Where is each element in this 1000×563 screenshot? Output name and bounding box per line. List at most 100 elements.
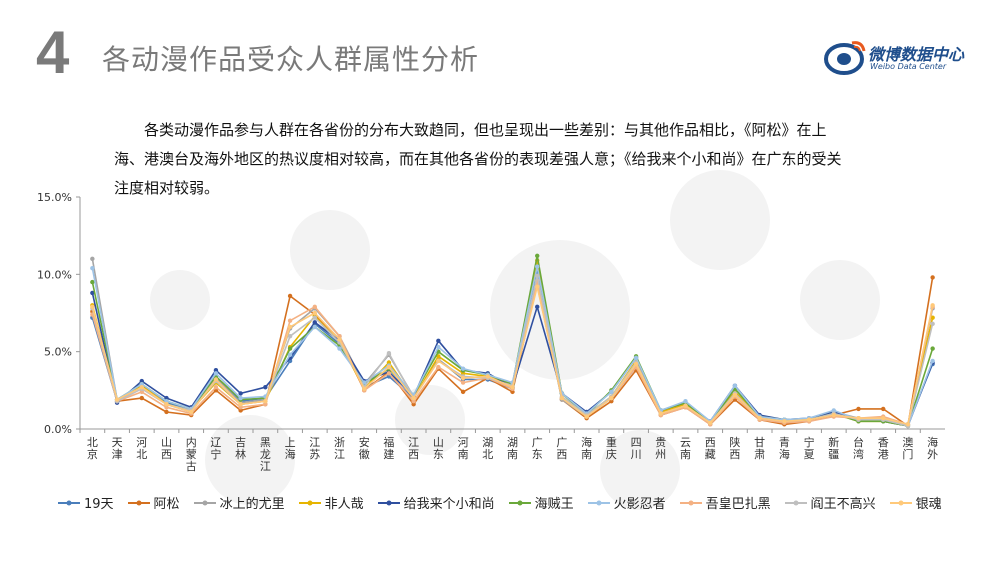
data-point (263, 385, 268, 390)
data-point (114, 397, 120, 402)
legend-swatch (127, 500, 150, 505)
data-point (362, 386, 367, 391)
x-tick-label: 贵州 (655, 436, 666, 461)
data-point (535, 304, 540, 310)
x-tick-label: 西藏 (705, 436, 716, 461)
x-tick-label: 山东 (433, 436, 444, 461)
data-point (287, 334, 293, 339)
data-point (287, 324, 293, 330)
data-point (633, 361, 639, 367)
legend-item: 冰上的尤里 (193, 493, 285, 512)
data-point (164, 395, 169, 401)
legend-label: 19天 (84, 497, 114, 512)
legend-swatch (508, 500, 531, 505)
data-point (312, 315, 317, 320)
data-point (806, 417, 812, 422)
x-tick-label: 陕西 (729, 435, 740, 461)
data-point (386, 351, 392, 356)
legend-swatch (784, 500, 807, 505)
x-tick-label: 海外 (927, 435, 938, 461)
data-point (90, 256, 95, 262)
x-tick-label: 四川 (631, 436, 642, 461)
data-point (535, 264, 540, 269)
series-line (91, 275, 934, 427)
data-point (436, 364, 441, 370)
data-point (856, 406, 861, 412)
legend-label: 冰上的尤里 (219, 497, 285, 512)
data-point (263, 398, 268, 404)
data-point (658, 411, 663, 416)
x-tick-label: 辽宁 (210, 436, 221, 461)
description-text: 各类动漫作品参与人群在各省份的分布大致趋同，但也呈现出一些差别：与其他作品相比，… (114, 121, 842, 197)
series-line (91, 255, 934, 427)
data-point (263, 402, 268, 407)
data-point (189, 409, 194, 415)
data-point (930, 275, 935, 280)
data-point (930, 303, 935, 308)
data-point (460, 380, 466, 385)
data-point (238, 408, 243, 413)
x-tick-label: 重庆 (606, 435, 617, 461)
x-tick-label: 湖北 (482, 436, 493, 461)
data-point (386, 360, 392, 365)
legend-swatch (58, 500, 80, 505)
data-point (510, 385, 515, 390)
series-line (91, 265, 934, 427)
x-tick-label: 黑龙江 (260, 436, 271, 473)
data-point (238, 391, 243, 396)
x-tick-label: 天津 (112, 436, 123, 461)
legend-item: 火影忍者 (587, 493, 666, 512)
data-point (609, 398, 614, 404)
data-point (856, 415, 861, 421)
data-point (90, 265, 95, 271)
legend-item: 海贼王 (508, 493, 574, 512)
data-point (386, 364, 392, 370)
x-tick-label: 澳门 (902, 436, 913, 461)
data-point (238, 395, 243, 401)
legend-item: 非人哉 (298, 493, 364, 512)
data-point (559, 395, 565, 401)
y-tick-label: 0.0% (44, 423, 72, 436)
data-point (930, 315, 935, 320)
data-point (633, 355, 639, 361)
data-point (411, 402, 416, 407)
series-line (91, 292, 934, 427)
data-point (90, 304, 95, 310)
data-point (213, 377, 219, 382)
x-tick-label: 北京 (87, 436, 98, 461)
data-point (312, 304, 317, 310)
x-tick-label: 云南 (680, 436, 691, 461)
data-point (757, 415, 762, 421)
x-tick-label: 江苏 (309, 436, 320, 461)
data-point (139, 395, 144, 401)
y-tick-label: 15.0% (37, 191, 72, 204)
data-point (732, 392, 738, 398)
data-point (683, 398, 688, 404)
data-point (411, 395, 416, 401)
data-point (535, 284, 540, 289)
legend-swatch (679, 500, 702, 505)
x-tick-label: 新疆 (828, 435, 839, 461)
x-tick-label: 内蒙古 (186, 435, 197, 473)
data-point (312, 310, 317, 316)
legend-swatch (377, 500, 400, 505)
data-point (584, 414, 589, 419)
x-tick-label: 河南 (458, 436, 469, 461)
weibo-eye-icon (824, 41, 866, 75)
data-point (238, 402, 243, 407)
data-point (609, 395, 614, 401)
legend-label: 火影忍者 (613, 497, 666, 512)
logo-text: 微博数据中心 (868, 45, 965, 64)
data-point (90, 290, 95, 296)
data-point (609, 389, 614, 395)
data-point (460, 389, 466, 395)
data-point (732, 383, 738, 388)
data-point (782, 419, 787, 424)
data-point (213, 368, 219, 373)
x-tick-label: 台湾 (853, 435, 864, 461)
data-point (683, 403, 688, 408)
page-title: 各动漫作品受众人群属性分析 (102, 43, 480, 76)
x-tick-label: 吉林 (235, 436, 246, 461)
data-point (164, 398, 169, 404)
